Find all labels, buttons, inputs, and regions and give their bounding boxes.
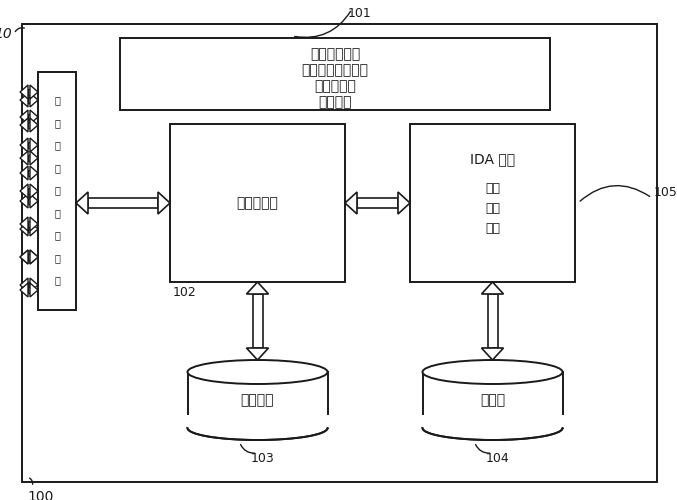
Polygon shape [30,138,38,152]
Bar [28,282,30,288]
Polygon shape [398,192,410,214]
Text: 105: 105 [654,186,677,200]
Polygon shape [76,192,88,214]
Text: 报告: 报告 [485,222,500,235]
Polygon shape [30,151,38,165]
Bar [28,122,30,128]
Polygon shape [158,192,170,214]
Polygon shape [481,282,504,294]
Text: 传: 传 [54,186,60,196]
Polygon shape [30,110,38,124]
Polygon shape [30,93,38,107]
Bar [28,89,30,95]
Polygon shape [30,250,38,264]
Polygon shape [20,217,28,231]
Polygon shape [30,278,38,292]
Polygon shape [30,85,38,99]
Text: 图形用户接口: 图形用户接口 [310,47,360,61]
Text: 初学者／专家模式: 初学者／专家模式 [301,63,368,77]
Polygon shape [20,222,28,236]
Text: IDA 模块: IDA 模块 [470,152,515,166]
Text: 显示／报告: 显示／报告 [314,79,356,93]
Bar [28,142,30,148]
Bar [28,221,30,227]
Polygon shape [30,222,38,236]
Polygon shape [20,283,28,297]
Text: 100: 100 [27,490,53,500]
Bar [88,198,158,208]
Text: 学习: 学习 [485,202,500,215]
Bar [357,198,398,208]
Bar [28,170,30,176]
Text: 分析: 分析 [485,182,500,196]
Polygon shape [20,118,28,132]
Polygon shape [30,194,38,208]
Bar [410,124,575,282]
Text: 传感器管理: 传感器管理 [236,196,278,210]
Text: 101: 101 [348,7,372,20]
Polygon shape [481,348,504,360]
Polygon shape [20,93,28,107]
Text: 知识管理: 知识管理 [318,95,352,109]
Polygon shape [20,166,28,180]
Text: 口: 口 [54,276,60,285]
Text: 接: 接 [54,253,60,263]
Bar [28,114,30,120]
Polygon shape [20,278,28,292]
Bar [28,97,30,103]
Bar [38,72,76,310]
Polygon shape [30,118,38,132]
Polygon shape [345,192,357,214]
Bar [28,226,30,232]
Polygon shape [20,85,28,99]
Polygon shape [20,250,28,264]
Bar [422,372,563,428]
Ellipse shape [188,416,328,440]
Text: 10: 10 [0,27,12,41]
Bar [188,372,328,428]
Bar [28,254,30,260]
Text: 器: 器 [54,230,60,240]
Polygon shape [246,348,269,360]
Bar [422,415,563,428]
Bar [28,188,30,194]
Polygon shape [20,110,28,124]
Text: 传感器库: 传感器库 [241,393,274,407]
Text: 状况库: 状况库 [480,393,505,407]
Text: 104: 104 [485,452,509,465]
Text: 102: 102 [173,286,197,299]
Bar [28,287,30,293]
Bar [186,415,328,428]
Bar [120,38,550,110]
Text: 户: 户 [54,118,60,128]
Polygon shape [30,283,38,297]
Bar [28,155,30,161]
Polygon shape [20,138,28,152]
Text: 用: 用 [54,96,60,106]
Bar [487,294,498,348]
Text: 接: 接 [54,140,60,150]
Bar [28,198,30,204]
Polygon shape [246,282,269,294]
Polygon shape [20,151,28,165]
Text: 线: 线 [54,163,60,173]
Bar [253,294,263,348]
Ellipse shape [422,416,563,440]
Ellipse shape [188,360,328,384]
Polygon shape [30,166,38,180]
Text: 103: 103 [250,452,274,465]
Polygon shape [30,250,38,264]
Polygon shape [20,184,28,198]
Bar [170,124,345,282]
Polygon shape [20,194,28,208]
Text: 感: 感 [54,208,60,218]
Bar [28,254,30,260]
Ellipse shape [422,360,563,384]
Polygon shape [30,217,38,231]
Polygon shape [20,250,28,264]
Polygon shape [30,184,38,198]
